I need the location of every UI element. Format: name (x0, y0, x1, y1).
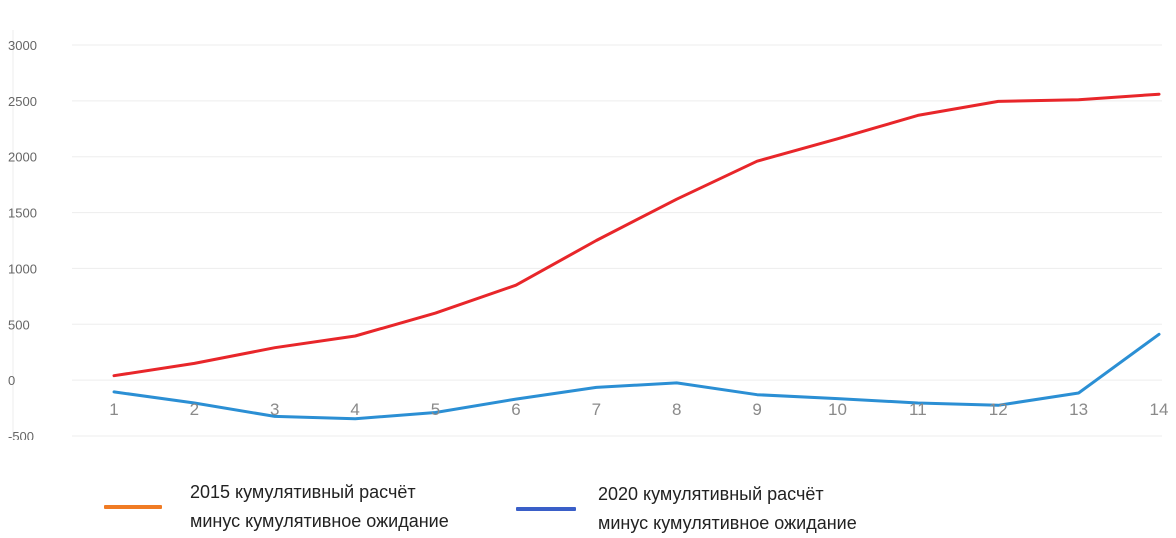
x-axis-ticks: 1 2 3 4 5 6 7 8 9 10 11 12 13 14 (109, 400, 1168, 419)
x-tick-label: 3 (270, 400, 279, 419)
x-tick-label: 2 (190, 400, 199, 419)
y-tick-label: 0 (8, 373, 15, 388)
x-tick-label: 5 (431, 400, 440, 419)
x-tick-label: 9 (752, 400, 761, 419)
legend-label-2015-line2: минус кумулятивное ожидание (190, 511, 449, 531)
legend-item-2020: 2020 кумулятивный расчёт минус кумулятив… (516, 480, 857, 538)
x-tick-label: 6 (511, 400, 520, 419)
legend-label-2020-line1: 2020 кумулятивный расчёт (598, 484, 824, 504)
x-tick-label: 7 (592, 400, 601, 419)
x-tick-label: 4 (350, 400, 359, 419)
series-line-2015 (112, 92, 1161, 378)
legend-label-2020-line2: минус кумулятивное ожидание (598, 513, 857, 533)
series-lines (112, 92, 1161, 421)
x-tick-label: 11 (909, 400, 927, 419)
y-tick-label: -500 (8, 429, 34, 440)
y-tick-label: 2500 (8, 94, 37, 109)
series-line-2020 (112, 332, 1161, 421)
x-tick-label: 1 (109, 400, 118, 419)
y-tick-label: 1500 (8, 206, 37, 221)
y-tick-label: 1000 (8, 261, 37, 276)
x-tick-label: 14 (1150, 400, 1169, 419)
legend-label-2015: 2015 кумулятивный расчёт минус кумулятив… (190, 478, 449, 536)
x-tick-label: 8 (672, 400, 681, 419)
y-tick-label: 500 (8, 317, 30, 332)
x-tick-label: 10 (828, 400, 847, 419)
legend-label-2015-line1: 2015 кумулятивный расчёт (190, 482, 416, 502)
y-axis-ticks: 3000 2500 2000 1500 1000 500 0 -500 (8, 38, 37, 440)
x-tick-label: 12 (989, 400, 1008, 419)
legend-swatch-2015 (104, 505, 162, 509)
legend-item-2015: 2015 кумулятивный расчёт минус кумулятив… (104, 478, 449, 536)
x-tick-label: 13 (1069, 400, 1088, 419)
gridlines (12, 30, 1162, 440)
legend-label-2020: 2020 кумулятивный расчёт минус кумулятив… (598, 480, 857, 538)
y-tick-label: 2000 (8, 150, 37, 165)
y-tick-label: 3000 (8, 38, 37, 53)
legend-swatch-2020 (516, 507, 576, 511)
